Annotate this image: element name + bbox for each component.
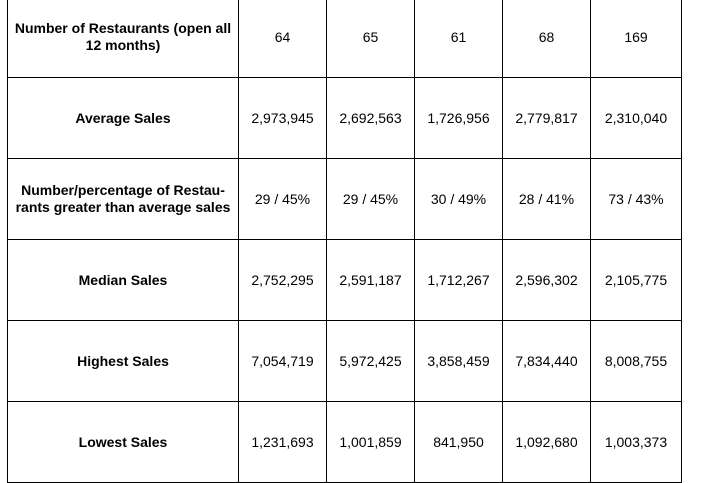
table-cell: 1,726,956 [414, 77, 503, 159]
row-label: Lowest Sales [7, 401, 239, 483]
table-cell: 1,001,859 [326, 401, 415, 483]
table-cell: 841,950 [414, 401, 503, 483]
table-cell: 2,752,295 [238, 239, 327, 321]
table-row-restaurant-count: Number of Restaurants (open all 12 month… [7, 0, 682, 78]
table-cell: 2,105,775 [590, 239, 682, 321]
table-cell: 7,054,719 [238, 320, 327, 402]
table-cell: 2,596,302 [502, 239, 591, 321]
table-cell: 30 / 49% [414, 158, 503, 240]
table-cell: 65 [326, 0, 415, 78]
row-label: Median Sales [7, 239, 239, 321]
table-row-highest-sales: Highest Sales 7,054,719 5,972,425 3,858,… [7, 320, 682, 402]
table-cell: 73 / 43% [590, 158, 682, 240]
table-cell: 2,310,040 [590, 77, 682, 159]
row-label: Number/percentage of Restau-rants greate… [7, 158, 239, 240]
table-cell: 2,973,945 [238, 77, 327, 159]
table-cell: 7,834,440 [502, 320, 591, 402]
table-cell: 64 [238, 0, 327, 78]
table-cell: 2,779,817 [502, 77, 591, 159]
table-cell: 2,591,187 [326, 239, 415, 321]
sales-statistics-table: Number of Restaurants (open all 12 month… [7, 0, 682, 483]
row-label: Highest Sales [7, 320, 239, 402]
table-row-lowest-sales: Lowest Sales 1,231,693 1,001,859 841,950… [7, 401, 682, 483]
table-cell: 1,003,373 [590, 401, 682, 483]
table-cell: 1,712,267 [414, 239, 503, 321]
table-cell: 1,092,680 [502, 401, 591, 483]
table-cell: 5,972,425 [326, 320, 415, 402]
table-cell: 29 / 45% [238, 158, 327, 240]
table-cell: 3,858,459 [414, 320, 503, 402]
table-cell: 29 / 45% [326, 158, 415, 240]
table-cell: 2,692,563 [326, 77, 415, 159]
table-row-average-sales: Average Sales 2,973,945 2,692,563 1,726,… [7, 77, 682, 159]
table-cell: 8,008,755 [590, 320, 682, 402]
table-cell: 1,231,693 [238, 401, 327, 483]
table-row-above-average: Number/percentage of Restau-rants greate… [7, 158, 682, 240]
table-cell: 28 / 41% [502, 158, 591, 240]
row-label: Number of Restaurants (open all 12 month… [7, 0, 239, 78]
table-cell: 169 [590, 0, 682, 78]
table-cell: 61 [414, 0, 503, 78]
table-cell: 68 [502, 0, 591, 78]
table-row-median-sales: Median Sales 2,752,295 2,591,187 1,712,2… [7, 239, 682, 321]
sales-statistics-table-container: Number of Restaurants (open all 12 month… [7, 0, 682, 483]
row-label: Average Sales [7, 77, 239, 159]
